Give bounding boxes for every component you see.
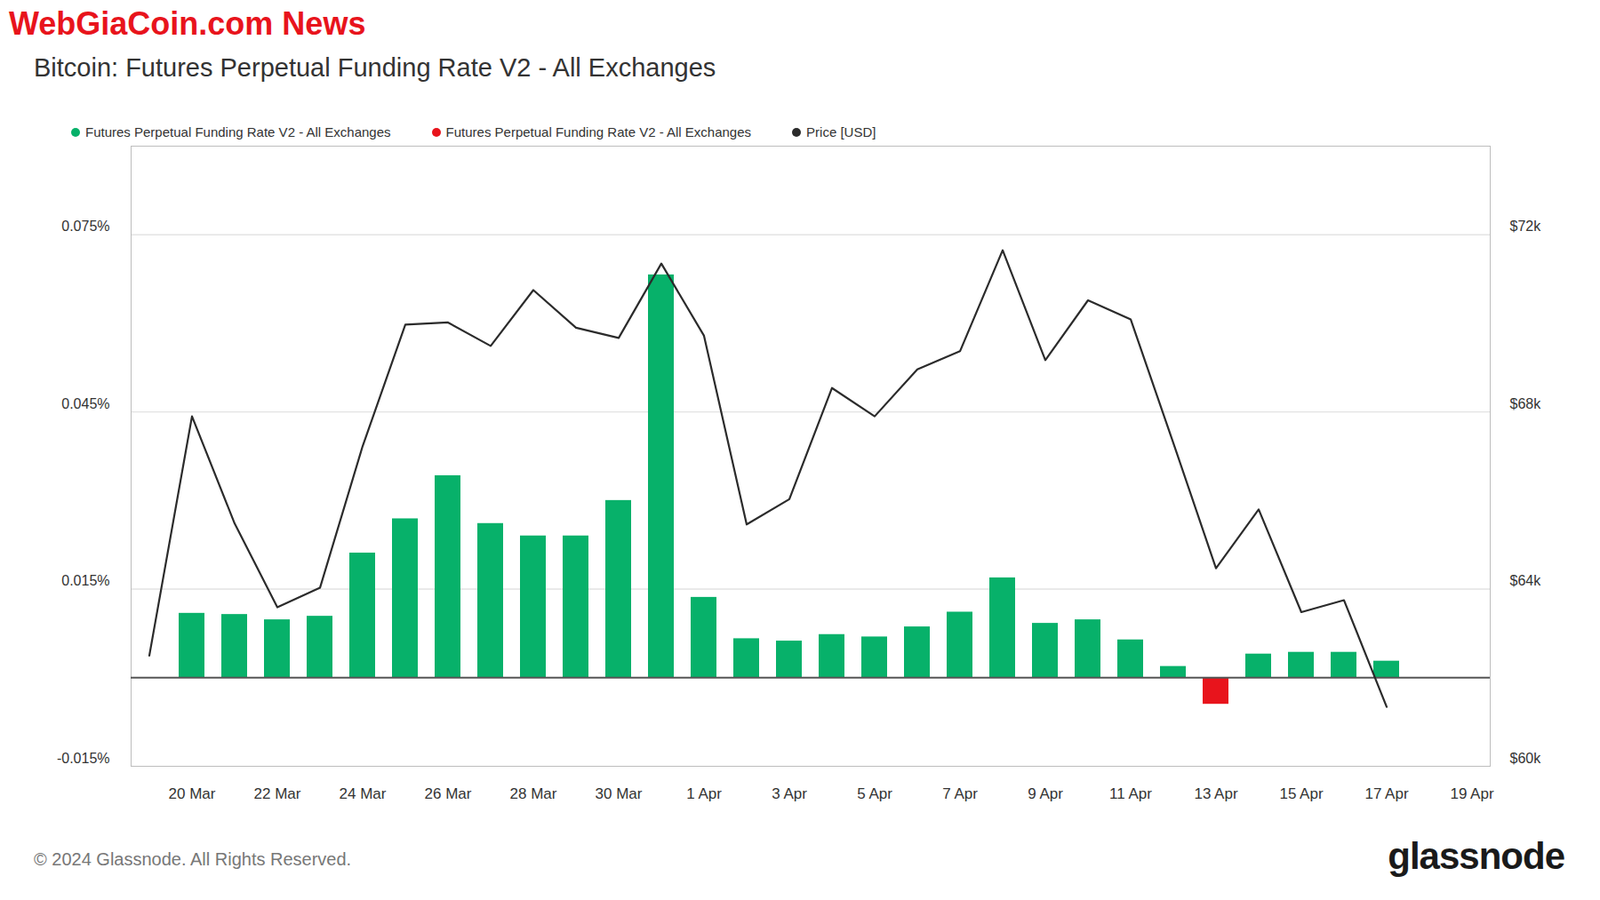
html-text:Price [USD]: Price [USD] <box>806 124 876 140</box>
svg-text:0.015%: 0.015% <box>61 573 110 589</box>
svg-text:7 Apr: 7 Apr <box>942 785 978 803</box>
html-text:glassnode: glassnode <box>1387 835 1565 878</box>
html-text:© 2024 Glassnode. All Rights R: © 2024 Glassnode. All Rights Reserved. <box>33 849 352 870</box>
svg-text:15 Apr: 15 Apr <box>1279 785 1323 803</box>
html-text:WebGiaCoin.com News: WebGiaCoin.com News <box>8 5 366 42</box>
svg-text:17 Apr: 17 Apr <box>1364 785 1408 803</box>
html-text:Bitcoin: Futures Perpetual Fun: Bitcoin: Futures Perpetual Funding Rate … <box>33 53 716 82</box>
svg-text:9 Apr: 9 Apr <box>1027 785 1064 803</box>
html-text:Futures Perpetual Funding Rate: Futures Perpetual Funding Rate V2 - All … <box>445 124 752 140</box>
svg-text:0.045%: 0.045% <box>61 396 110 412</box>
svg-text:$64k: $64k <box>1510 573 1543 589</box>
svg-text:13 Apr: 13 Apr <box>1193 785 1238 803</box>
svg-text:11 Apr: 11 Apr <box>1109 785 1152 803</box>
svg-text:24 Mar: 24 Mar <box>339 785 387 803</box>
svg-text:5 Apr: 5 Apr <box>856 785 893 803</box>
html-text:Futures Perpetual Funding Rate: Futures Perpetual Funding Rate V2 - All … <box>85 124 391 140</box>
svg-text:22 Mar: 22 Mar <box>254 785 302 803</box>
svg-text:$60k: $60k <box>1510 751 1543 767</box>
svg-text:26 Mar: 26 Mar <box>424 785 472 803</box>
svg-text:28 Mar: 28 Mar <box>510 785 558 803</box>
svg-text:3 Apr: 3 Apr <box>771 785 808 803</box>
svg-text:-0.015%: -0.015% <box>56 751 111 767</box>
svg-text:$68k: $68k <box>1510 396 1543 412</box>
svg-text:30 Mar: 30 Mar <box>595 785 643 803</box>
svg-text:1 Apr: 1 Apr <box>686 785 722 803</box>
svg-text:19 Apr: 19 Apr <box>1449 785 1494 803</box>
svg-text:$72k: $72k <box>1510 218 1543 234</box>
svg-text:0.075%: 0.075% <box>61 218 110 234</box>
svg-text:20 Mar: 20 Mar <box>168 785 216 803</box>
